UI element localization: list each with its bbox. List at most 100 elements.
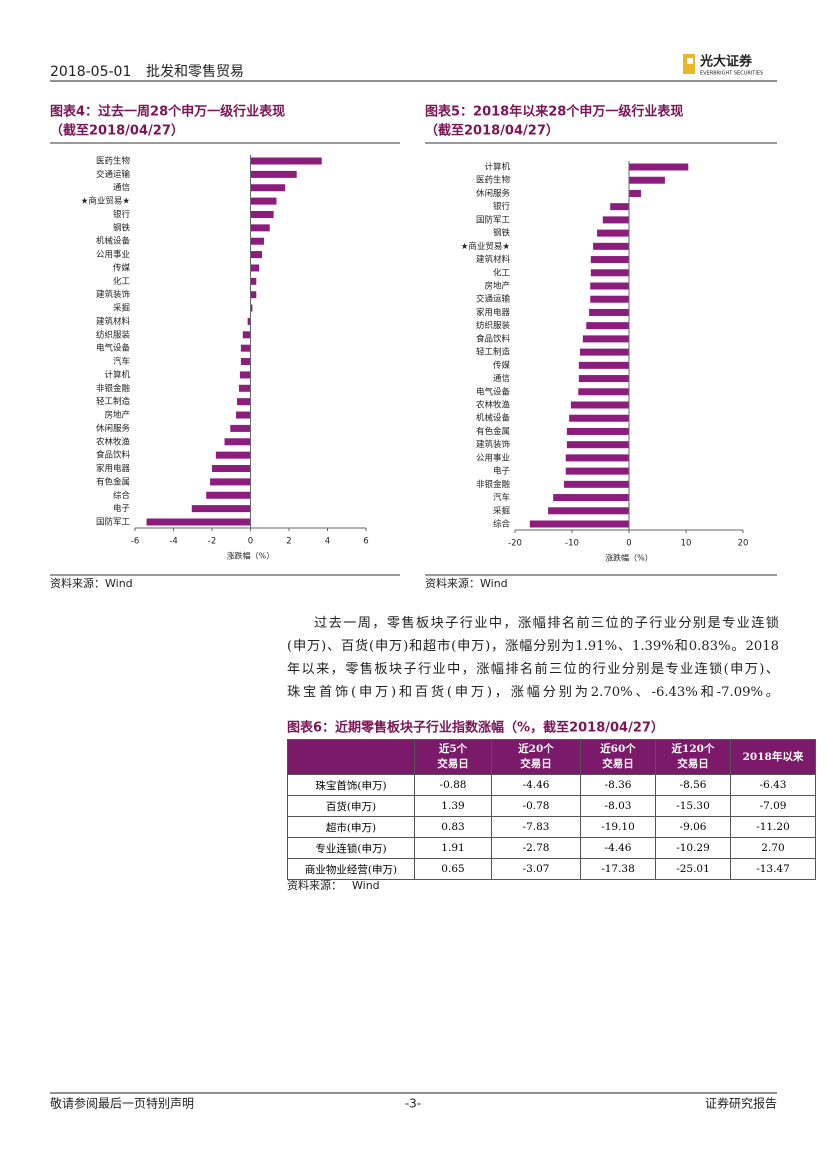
bar <box>579 348 629 356</box>
table-cell: 超市(申万) <box>287 816 415 838</box>
category-label: 房地产 <box>104 410 130 421</box>
table-cell: -4.46 <box>580 837 656 859</box>
category-label: 休闲服务 <box>476 188 511 199</box>
bar <box>578 388 629 396</box>
bar <box>629 176 665 184</box>
bar <box>582 335 629 343</box>
bar <box>570 401 629 409</box>
bar <box>250 304 253 312</box>
category-label: 国防军工 <box>476 214 511 225</box>
bar <box>210 478 251 486</box>
table-cell: 百货(申万) <box>287 795 415 817</box>
category-label: 建筑装饰 <box>476 439 511 450</box>
footer-left: 敬请参阅最后一页特别声明 <box>50 1096 194 1111</box>
table-row: 珠宝首饰(申万) -0.88 -4.46 -8.36 -8.56 -6.43 <box>287 774 816 796</box>
header-text: 近5个 <box>438 743 468 755</box>
x-tick-label: 0 <box>626 539 631 549</box>
bar <box>566 441 629 449</box>
bar <box>589 308 629 316</box>
x-tick-label: 0 <box>248 537 253 547</box>
table-cell: -19.10 <box>580 816 656 838</box>
bar <box>548 507 629 515</box>
table-cell: -0.88 <box>414 774 492 796</box>
category-label: 非银金融 <box>476 479 511 490</box>
bar <box>250 291 257 299</box>
category-label: 建筑材料 <box>476 254 511 265</box>
table-cell: 1.91 <box>414 837 492 859</box>
header-cell: 近5个 交易日 <box>414 739 492 775</box>
category-label: 纺织服装 <box>96 329 131 340</box>
header-cell: 近120个 交易日 <box>655 739 731 775</box>
category-label: 交通运输 <box>96 169 131 180</box>
category-label: 有色金属 <box>476 426 510 437</box>
bar <box>590 295 629 303</box>
bar <box>250 184 286 192</box>
bar <box>569 414 629 422</box>
bar <box>250 277 257 285</box>
bar <box>212 465 251 473</box>
x-tick-label: 4 <box>325 537 330 547</box>
category-label: 化工 <box>493 267 511 278</box>
category-label: 综合 <box>113 490 131 501</box>
x-tick-label: 6 <box>363 537 368 547</box>
bar <box>230 424 251 432</box>
category-label: 家用电器 <box>96 463 131 474</box>
category-label: 电气设备 <box>96 343 131 354</box>
category-label: 公用事业 <box>476 452 510 463</box>
x-tick-label: 20 <box>738 539 749 549</box>
x-tick-label: -2 <box>208 537 216 547</box>
bar <box>250 224 270 232</box>
bar <box>590 282 629 290</box>
bar <box>240 344 251 352</box>
bar <box>578 361 629 369</box>
table-cell: -7.09 <box>730 795 816 817</box>
bar <box>250 251 263 259</box>
table-title: 图表6：近期零售板块子行业指数涨幅（%，截至2018/04/27） <box>287 720 664 736</box>
table: 近5个 交易日 近20个 交易日 近60个 交易日 近120个 交易日 2018年以来 珠宝首饰(… <box>287 739 816 880</box>
category-label: 食品饮料 <box>476 333 511 344</box>
table-cell: -10.29 <box>655 837 731 859</box>
bar <box>240 358 251 366</box>
bar <box>224 438 251 446</box>
category-label: 传媒 <box>493 360 511 371</box>
bar <box>565 454 629 462</box>
category-label: 纺织服装 <box>476 320 511 331</box>
bar <box>565 467 629 475</box>
category-label: 化工 <box>113 276 131 287</box>
chart-source: 资料来源：Wind <box>425 576 508 590</box>
paragraph-line: 珠宝首饰(申万)和百货(申万)，涨幅分别为2.70%、-6.43%和-7.09%… <box>287 685 779 700</box>
table-cell: 0.83 <box>414 816 492 838</box>
bar <box>250 237 264 245</box>
table-row: 商业物业经营(申万) 0.65 -3.07 -17.38 -25.01 -13.47 <box>287 858 816 880</box>
header-text: 近60个 <box>600 743 636 755</box>
header-date: 2018-05-01 <box>50 64 131 80</box>
header-text: 交易日 <box>602 758 634 770</box>
header-text: 交易日 <box>520 758 552 770</box>
category-label: 建筑装饰 <box>96 289 131 300</box>
table-row: 超市(申万) 0.83 -7.83 -19.10 -9.06 -11.20 <box>287 816 816 838</box>
footer-right: 证券研究报告 <box>705 1096 777 1111</box>
category-label: 农林牧渔 <box>96 436 131 447</box>
category-label: 计算机 <box>484 162 510 173</box>
category-label: 公用事业 <box>96 249 130 260</box>
category-label: 轻工制造 <box>96 396 131 407</box>
category-label: 电气设备 <box>476 386 511 397</box>
table-cell: 珠宝首饰(申万) <box>287 774 415 796</box>
category-label: 通信 <box>493 373 511 384</box>
table-cell: -3.07 <box>491 858 581 880</box>
bar <box>566 427 629 435</box>
bar <box>146 518 251 526</box>
x-tick-label: -4 <box>169 537 177 547</box>
logo-text-en: EVERBRIGHT SECURITIES <box>700 71 763 77</box>
chart-source: 资料来源：Wind <box>50 576 133 590</box>
paragraph: 过去一周，零售板块子行业中，涨幅排名前三位的子行业分别是专业连锁 (申万)、百货(… <box>287 612 779 704</box>
bar <box>610 203 629 211</box>
category-label: 有色金属 <box>96 476 130 487</box>
bar <box>590 269 629 277</box>
table-cell: -0.78 <box>491 795 581 817</box>
header-text: 近120个 <box>671 743 715 755</box>
bar <box>237 398 251 406</box>
category-label: 农林牧渔 <box>476 400 511 411</box>
x-tick-label: -6 <box>131 537 139 547</box>
